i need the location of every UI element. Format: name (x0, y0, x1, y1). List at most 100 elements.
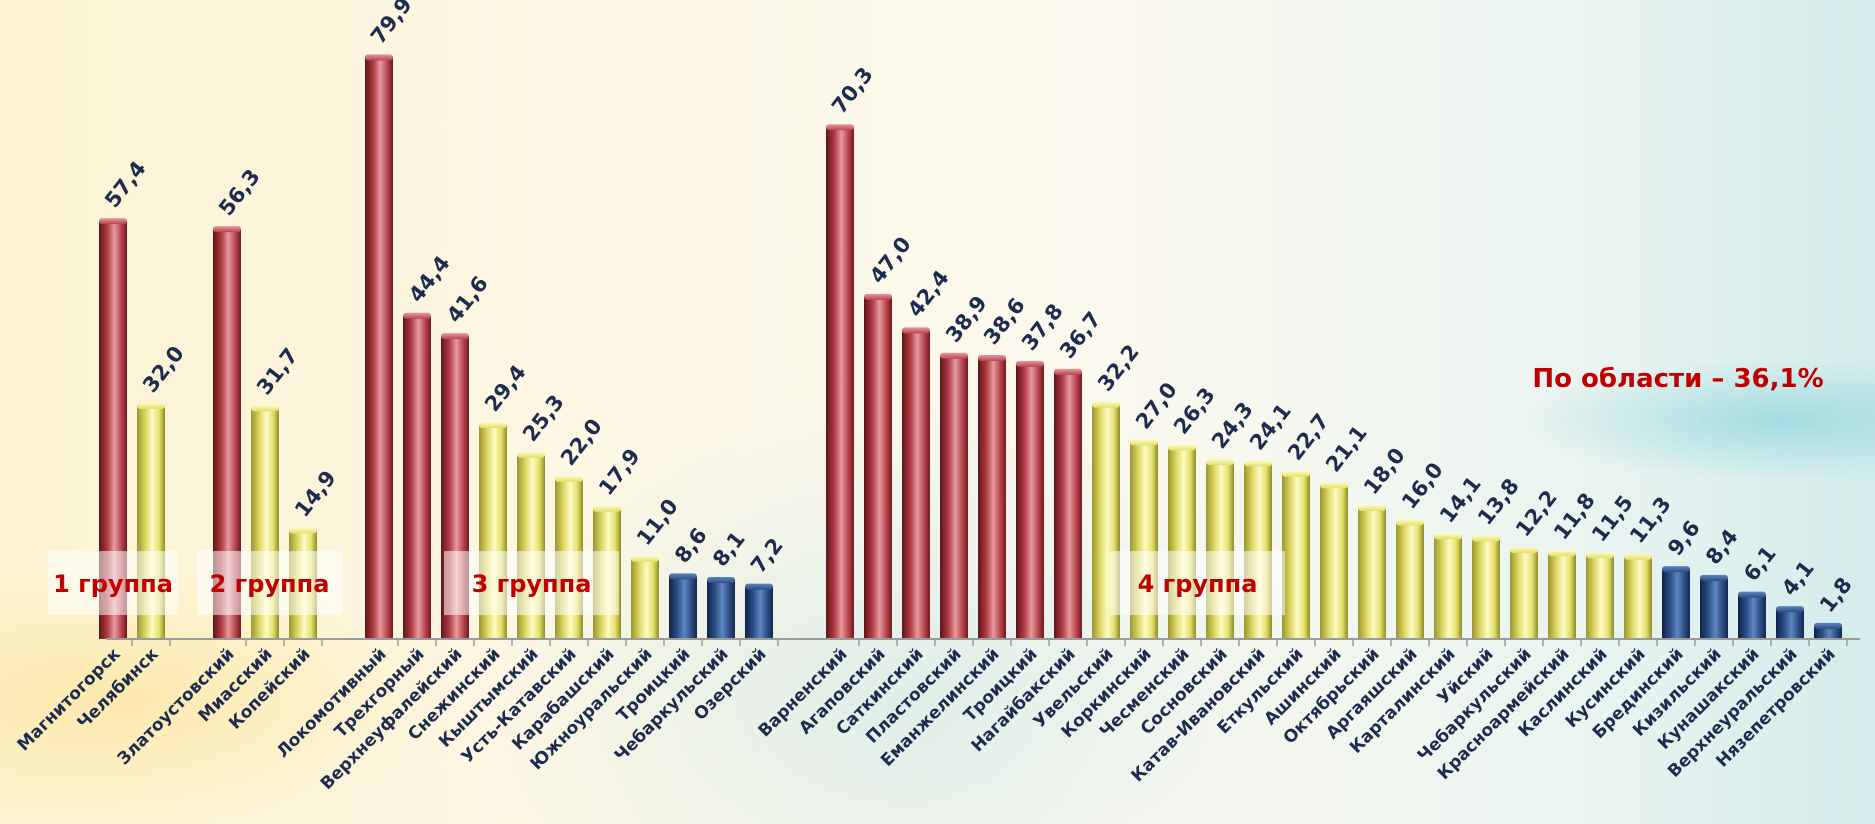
bar (940, 355, 968, 639)
bar-value-label: 11,0 (632, 494, 683, 550)
bar-value-label: 29,4 (480, 360, 531, 416)
group-label-box (1110, 551, 1285, 615)
bar-cap (864, 293, 892, 300)
bar-cap (289, 527, 317, 534)
bar-value-label: 47,0 (865, 232, 916, 288)
bar (1586, 555, 1614, 639)
bar-value-label: 7,2 (746, 534, 788, 578)
bar-cap (1282, 470, 1310, 477)
bar-cap (365, 54, 393, 61)
group-label: 4 группа (1138, 570, 1258, 598)
group-label-box (48, 551, 178, 615)
bar-cap (1358, 504, 1386, 511)
bar-value-label: 17,9 (594, 444, 645, 500)
bar-cap (631, 555, 659, 562)
bar (631, 558, 659, 639)
bar-cap (1510, 547, 1538, 554)
bar-cap (940, 352, 968, 359)
bar-cap (441, 333, 469, 340)
bar (826, 127, 854, 639)
bar-cap (517, 451, 545, 458)
bar-cap (1206, 459, 1234, 466)
bar-value-label: 31,7 (252, 344, 303, 400)
bar-value-label: 32,0 (138, 342, 189, 398)
bar-cap (1396, 519, 1424, 526)
bar-value-label: 6,1 (1739, 542, 1781, 586)
bar (1396, 522, 1424, 639)
bar-cap (403, 312, 431, 319)
bar (1776, 609, 1804, 639)
bar (1434, 536, 1462, 639)
bar-cap (1320, 482, 1348, 489)
bar-cap (1624, 553, 1652, 560)
bar (1054, 371, 1082, 639)
bar (1510, 550, 1538, 639)
bar-value-label: 79,9 (366, 0, 417, 48)
bar-cap (555, 475, 583, 482)
bar-cap (1776, 606, 1804, 613)
bar-value-label: 1,8 (1815, 573, 1857, 617)
bar-value-label: 8,1 (708, 527, 750, 571)
bar-cap (1016, 360, 1044, 367)
bar-value-label: 56,3 (214, 165, 265, 221)
bar-cap (1168, 444, 1196, 451)
bar (1700, 577, 1728, 639)
bar-cap (251, 405, 279, 412)
bar-value-label: 8,6 (670, 523, 712, 567)
bar-cap (1092, 401, 1120, 408)
bar-cap (1738, 591, 1766, 598)
bar-value-label: 41,6 (442, 272, 493, 328)
bar (1016, 363, 1044, 639)
bar (1624, 556, 1652, 639)
bar (1472, 538, 1500, 639)
bar-value-label: 42,4 (903, 266, 954, 322)
bar-cap (707, 577, 735, 584)
bar-cap (902, 327, 930, 334)
bar-cap (1700, 574, 1728, 581)
bar (978, 357, 1006, 639)
bar-value-label: 22,0 (556, 414, 607, 470)
group-label-box (444, 551, 619, 615)
group-label: 1 группа (53, 570, 173, 598)
x-axis-ticks-layer (131, 639, 1848, 646)
bar-cap (1586, 552, 1614, 559)
bar-cap (978, 354, 1006, 361)
bar-cap (1054, 368, 1082, 375)
bar-cap (669, 573, 697, 580)
bar-cap (137, 403, 165, 410)
bar-value-label: 14,9 (290, 466, 341, 522)
bar-cap (826, 124, 854, 131)
bar (1814, 625, 1842, 639)
bar-cap (1472, 535, 1500, 542)
bar-value-label: 4,1 (1777, 556, 1819, 600)
bar-value-label: 9,6 (1663, 516, 1705, 560)
bar (403, 315, 431, 639)
bar (707, 580, 735, 639)
group-label-box (197, 551, 342, 615)
bar (1662, 569, 1690, 639)
bar (669, 576, 697, 639)
bar-cap (99, 218, 127, 225)
bar (1738, 594, 1766, 639)
bar (365, 57, 393, 639)
region-average-annotation: По области – 36,1% (1532, 364, 1823, 394)
bar-cap (1130, 439, 1158, 446)
group-labels-layer: 1 группа 2 группа 3 группа 4 группа (48, 551, 1285, 615)
bar (1358, 507, 1386, 639)
bar-value-label: 70,3 (827, 63, 878, 119)
bar-value-label: 25,3 (518, 390, 569, 446)
bar (1548, 553, 1576, 639)
bar-value-label: 32,2 (1093, 340, 1144, 396)
bar-cap (1434, 533, 1462, 540)
category-labels-layer: МагнитогорскЧелябинскЗлатоустовскийМиасс… (14, 644, 1840, 794)
bar-cap (745, 583, 773, 590)
bar (902, 330, 930, 639)
bars-layer (99, 54, 1842, 640)
bar (1320, 485, 1348, 639)
bar-value-label: 44,4 (404, 251, 455, 307)
bar-cap (1814, 622, 1842, 629)
bar-value-label: 57,4 (100, 157, 151, 213)
bar-cap (1662, 566, 1690, 573)
bar-cap (213, 226, 241, 233)
